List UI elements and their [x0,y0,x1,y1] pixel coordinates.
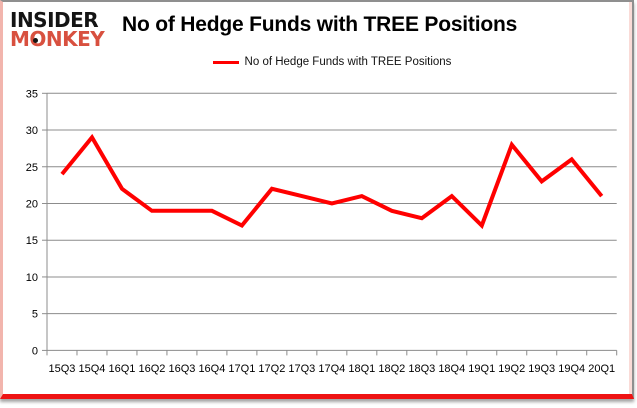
chart-title: No of Hedge Funds with TREE Positions [122,13,518,36]
y-axis-tick-label: 5 [32,309,38,321]
x-axis-tick-label: 15Q4 [79,363,106,375]
y-axis-tick-label: 20 [26,198,38,210]
x-axis-tick-label: 18Q3 [408,363,435,375]
x-axis-tick-label: 19Q4 [558,363,585,375]
x-axis-tick-label: 17Q3 [288,363,315,375]
x-axis-tick-label: 17Q1 [228,363,255,375]
x-axis-tick-label: 16Q3 [168,363,195,375]
x-axis-tick-label: 16Q1 [108,363,135,375]
logo-insider-text: INSIDER [10,8,99,32]
insider-monkey-logo: INSIDER MONKEY [10,8,105,51]
logo-monkey-text: MONKEY [10,27,105,51]
x-axis-tick-label: 17Q4 [318,363,345,375]
y-axis-tick-label: 35 [26,88,38,100]
x-axis-tick-label: 19Q1 [468,363,495,375]
x-axis-tick-label: 16Q2 [138,363,165,375]
x-axis-tick-label: 18Q4 [438,363,465,375]
x-axis-tick-label: 19Q3 [528,363,555,375]
legend-line-swatch [212,60,239,64]
y-axis-tick-label: 10 [26,272,38,284]
x-axis-tick-label: 19Q2 [498,363,525,375]
monkey-eye-icon [33,38,38,43]
y-axis-tick-label: 15 [26,235,38,247]
legend: No of Hedge Funds with TREE Positions [47,56,617,68]
legend-label: No of Hedge Funds with TREE Positions [244,56,452,68]
x-axis-tick-label: 20Q1 [588,363,615,375]
y-axis-tick-label: 25 [26,162,38,174]
y-axis-tick-label: 30 [26,125,38,137]
x-axis-tick-label: 15Q3 [49,363,76,375]
x-axis-tick-label: 16Q4 [198,363,225,375]
y-axis-tick-label: 0 [32,345,38,357]
x-axis-tick-label: 18Q1 [348,363,375,375]
x-axis-tick-label: 18Q2 [378,363,405,375]
x-axis-tick-label: 17Q2 [258,363,285,375]
series-line-tree-positions [60,133,604,230]
